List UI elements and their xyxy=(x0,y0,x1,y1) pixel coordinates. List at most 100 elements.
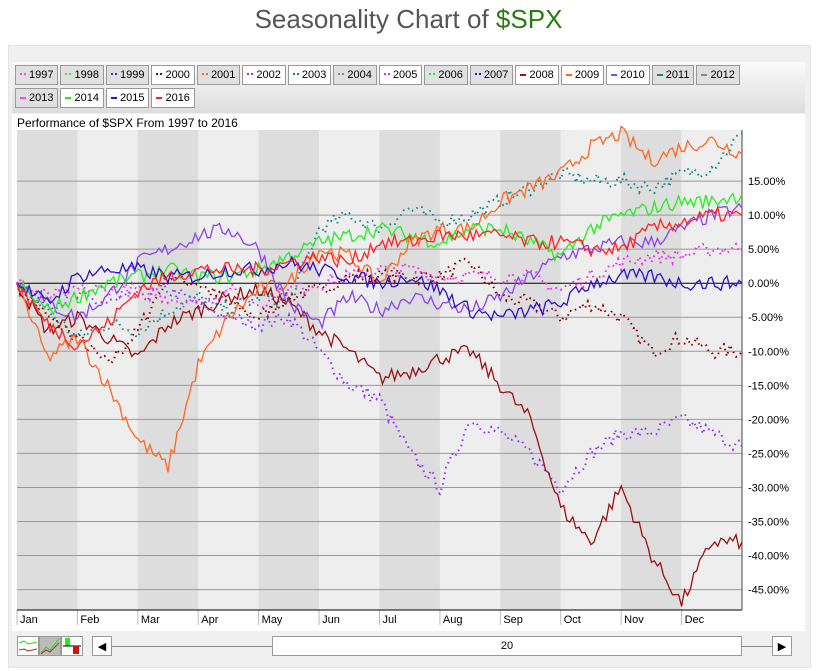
legend-label: 2014 xyxy=(74,92,99,104)
legend-toggle-2007[interactable]: 2007 xyxy=(469,65,514,85)
legend-label: 2008 xyxy=(529,69,554,81)
month-band xyxy=(77,130,138,610)
legend-toggle-2010[interactable]: 2010 xyxy=(606,65,650,85)
legend-label: 2003 xyxy=(301,69,327,81)
legend-toggle-1999[interactable]: 1999 xyxy=(105,65,150,85)
legend-toggle-2016[interactable]: 2016 xyxy=(151,88,195,108)
series-2015-line xyxy=(16,255,743,322)
y-tick-label: -20.00% xyxy=(748,414,789,426)
legend-toggle-2005[interactable]: 2005 xyxy=(378,65,423,85)
legend-toggle-2000[interactable]: 2000 xyxy=(151,65,195,85)
legend-toggle-2002[interactable]: 2002 xyxy=(242,65,286,85)
legend-label: 1997 xyxy=(29,69,54,81)
legend-label: 2013 xyxy=(29,92,54,104)
month-band xyxy=(319,130,380,610)
legend-toggle-2009[interactable]: 2009 xyxy=(560,65,605,85)
y-tick-label: -15.00% xyxy=(748,380,789,392)
scroll-left-button[interactable]: ◀ xyxy=(92,636,112,656)
month-band xyxy=(258,130,320,610)
month-label: May xyxy=(262,614,283,626)
scroll-thumb[interactable]: 20 xyxy=(272,636,742,656)
legend-label: 2015 xyxy=(119,92,145,104)
chart-type-compare-button[interactable] xyxy=(17,636,39,656)
legend-toggle-2001[interactable]: 2001 xyxy=(196,65,241,85)
scroll-right-button[interactable]: ▶ xyxy=(772,636,792,656)
legend-label: 2009 xyxy=(574,69,600,81)
dotted-line-icon xyxy=(65,73,72,77)
solid-line-icon xyxy=(65,97,72,99)
legend-toggle-2003[interactable]: 2003 xyxy=(287,65,332,85)
solid-line-icon xyxy=(520,74,527,76)
y-tick-label: 10.00% xyxy=(748,210,786,222)
dotted-line-icon xyxy=(247,73,254,77)
month-label: Jan xyxy=(20,614,38,626)
series-2002-line xyxy=(16,282,743,496)
legend-toggle-2014[interactable]: 2014 xyxy=(60,88,104,108)
y-tick-label: -45.00% xyxy=(748,585,789,597)
month-band xyxy=(198,130,259,610)
title-text: Seasonality Chart of xyxy=(254,4,496,34)
month-band xyxy=(17,130,78,610)
legend-toggle-2004[interactable]: 2004 xyxy=(333,65,377,85)
y-tick-label: -5.00% xyxy=(748,312,783,324)
y-tick-label: -40.00% xyxy=(748,551,789,563)
legend-label: 2005 xyxy=(392,69,418,81)
dotted-line-icon xyxy=(429,73,436,77)
chart-type-bar-button[interactable] xyxy=(61,636,83,656)
legend-label: 2000 xyxy=(165,69,190,81)
y-tick-label: 0.00% xyxy=(748,278,779,290)
legend-label: 2002 xyxy=(256,69,281,81)
legend-label: 1998 xyxy=(74,69,99,81)
legend-toggle-2006[interactable]: 2006 xyxy=(424,65,468,85)
legend-toggle-2015[interactable]: 2015 xyxy=(105,88,150,108)
legend-label: 2007 xyxy=(483,69,509,81)
range-value: 20 xyxy=(500,640,514,652)
series-2008-line xyxy=(16,281,743,607)
solid-line-icon xyxy=(701,74,708,76)
month-label: Jul xyxy=(383,614,397,626)
legend-label: 2004 xyxy=(347,69,372,81)
title-symbol: $SPX xyxy=(495,4,563,34)
legend: 1997 1998 1999 2000 2001 2002 2003 2004 2005 2006… xyxy=(15,65,775,110)
y-tick-label: -10.00% xyxy=(748,346,789,358)
month-band xyxy=(621,130,682,610)
dotted-line-icon xyxy=(474,73,481,77)
month-band xyxy=(379,130,440,610)
solid-line-icon xyxy=(156,97,163,99)
dotted-line-icon xyxy=(338,73,345,77)
series-2016-line xyxy=(16,205,743,351)
legend-toggle-2012[interactable]: 2012 xyxy=(696,65,740,85)
month-band xyxy=(137,130,199,610)
dotted-line-icon xyxy=(110,73,117,77)
chart-type-line-button[interactable] xyxy=(39,636,61,656)
month-label: Sep xyxy=(503,614,523,626)
series-2014-line xyxy=(16,192,743,316)
legend-label: 2012 xyxy=(710,69,735,81)
month-label: Jun xyxy=(322,614,340,626)
legend-toggle-2011[interactable]: 2011 xyxy=(651,65,695,85)
solid-line-icon xyxy=(565,74,572,76)
series-2005-line xyxy=(16,242,743,314)
y-tick-label: -30.00% xyxy=(748,482,789,494)
month-label: Nov xyxy=(624,614,644,626)
y-tick-label: -35.00% xyxy=(748,516,789,528)
legend-toggle-2013[interactable]: 2013 xyxy=(15,88,59,108)
month-band xyxy=(500,130,561,610)
legend-toggle-1998[interactable]: 1998 xyxy=(60,65,104,85)
legend-label: 2011 xyxy=(665,69,690,81)
solid-line-icon xyxy=(20,97,26,99)
legend-toggle-2008[interactable]: 2008 xyxy=(515,65,559,85)
y-tick-label: -25.00% xyxy=(748,448,789,460)
dotted-line-icon xyxy=(383,73,390,77)
solid-line-icon xyxy=(656,74,663,76)
month-label: Apr xyxy=(201,614,218,626)
dotted-line-icon xyxy=(201,73,208,77)
month-label: Feb xyxy=(80,614,99,626)
chart-subtitle: Performance of $SPX From 1997 to 2016 xyxy=(17,116,238,130)
page-title: Seasonality Chart of $SPX xyxy=(0,4,817,35)
month-label: Aug xyxy=(443,614,463,626)
legend-label: 2010 xyxy=(620,69,645,81)
legend-toggle-1997[interactable]: 1997 xyxy=(15,65,59,85)
legend-label: 2001 xyxy=(210,69,236,81)
